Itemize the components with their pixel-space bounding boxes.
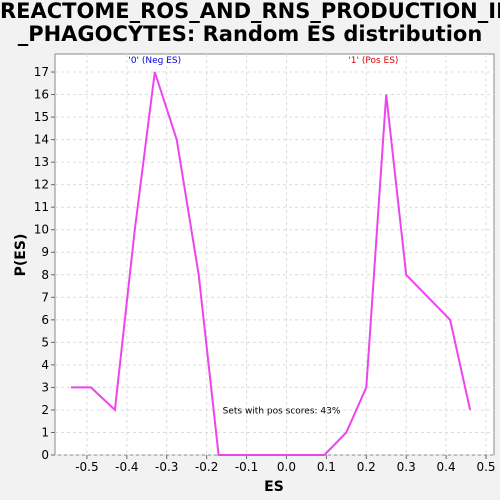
series-layer <box>71 71 472 456</box>
y-tick-label: 14 <box>34 133 49 147</box>
x-tick-label: -0.5 <box>75 460 98 474</box>
x-tick-label: 0.5 <box>476 460 495 474</box>
chart-title: REACTOME_ROS_AND_RNS_PRODUCTION_IN _PHAG… <box>0 0 500 46</box>
y-axis-label: P(ES) <box>13 234 29 277</box>
y-tick-label: 9 <box>41 245 49 259</box>
x-tick-label: 0.1 <box>317 460 336 474</box>
annotations: '0' (Neg ES) '1' (Pos ES) Sets with pos sc… <box>128 56 398 416</box>
y-tick-label: 4 <box>41 358 49 372</box>
x-tick-label: -0.1 <box>235 460 258 474</box>
series-line <box>71 71 472 456</box>
y-tick-label: 13 <box>34 155 49 169</box>
y-tick-label: 0 <box>41 448 49 462</box>
x-tick-label: -0.2 <box>195 460 218 474</box>
y-tick-label: 2 <box>41 403 49 417</box>
y-tick-label: 1 <box>41 425 49 439</box>
annotation-label: '0' (Neg ES) <box>128 56 181 66</box>
y-tick-label: 16 <box>34 88 49 102</box>
y-tick-label: 12 <box>34 178 49 192</box>
chart-title-line-2: _PHAGOCYTES: Random ES distribution <box>17 22 483 46</box>
y-tick-label: 8 <box>41 268 49 282</box>
x-tick-label: 0.2 <box>357 460 376 474</box>
y-tick-label: 17 <box>34 65 49 79</box>
chart-title-line-1: REACTOME_ROS_AND_RNS_PRODUCTION_IN <box>0 0 500 23</box>
y-tick-label: 15 <box>34 110 49 124</box>
y-tick-label: 10 <box>34 223 49 237</box>
y-tick-label: 7 <box>41 290 49 304</box>
y-tick-label: 6 <box>41 313 49 327</box>
x-tick-label: -0.3 <box>155 460 178 474</box>
x-axis-label: ES <box>264 479 284 495</box>
annotation-label: '1' (Pos ES) <box>348 56 398 66</box>
plot-area <box>54 53 495 456</box>
x-tick-label: 0.0 <box>277 460 296 474</box>
x-tick-label: 0.3 <box>397 460 416 474</box>
annotation-label: Sets with pos scores: 43% <box>223 406 341 416</box>
x-tick-label: 0.4 <box>437 460 456 474</box>
y-tick-label: 3 <box>41 380 49 394</box>
x-tick-label: -0.4 <box>115 460 138 474</box>
grid <box>55 54 494 456</box>
y-tick-label: 11 <box>34 200 49 214</box>
y-tick-label: 5 <box>41 335 49 349</box>
